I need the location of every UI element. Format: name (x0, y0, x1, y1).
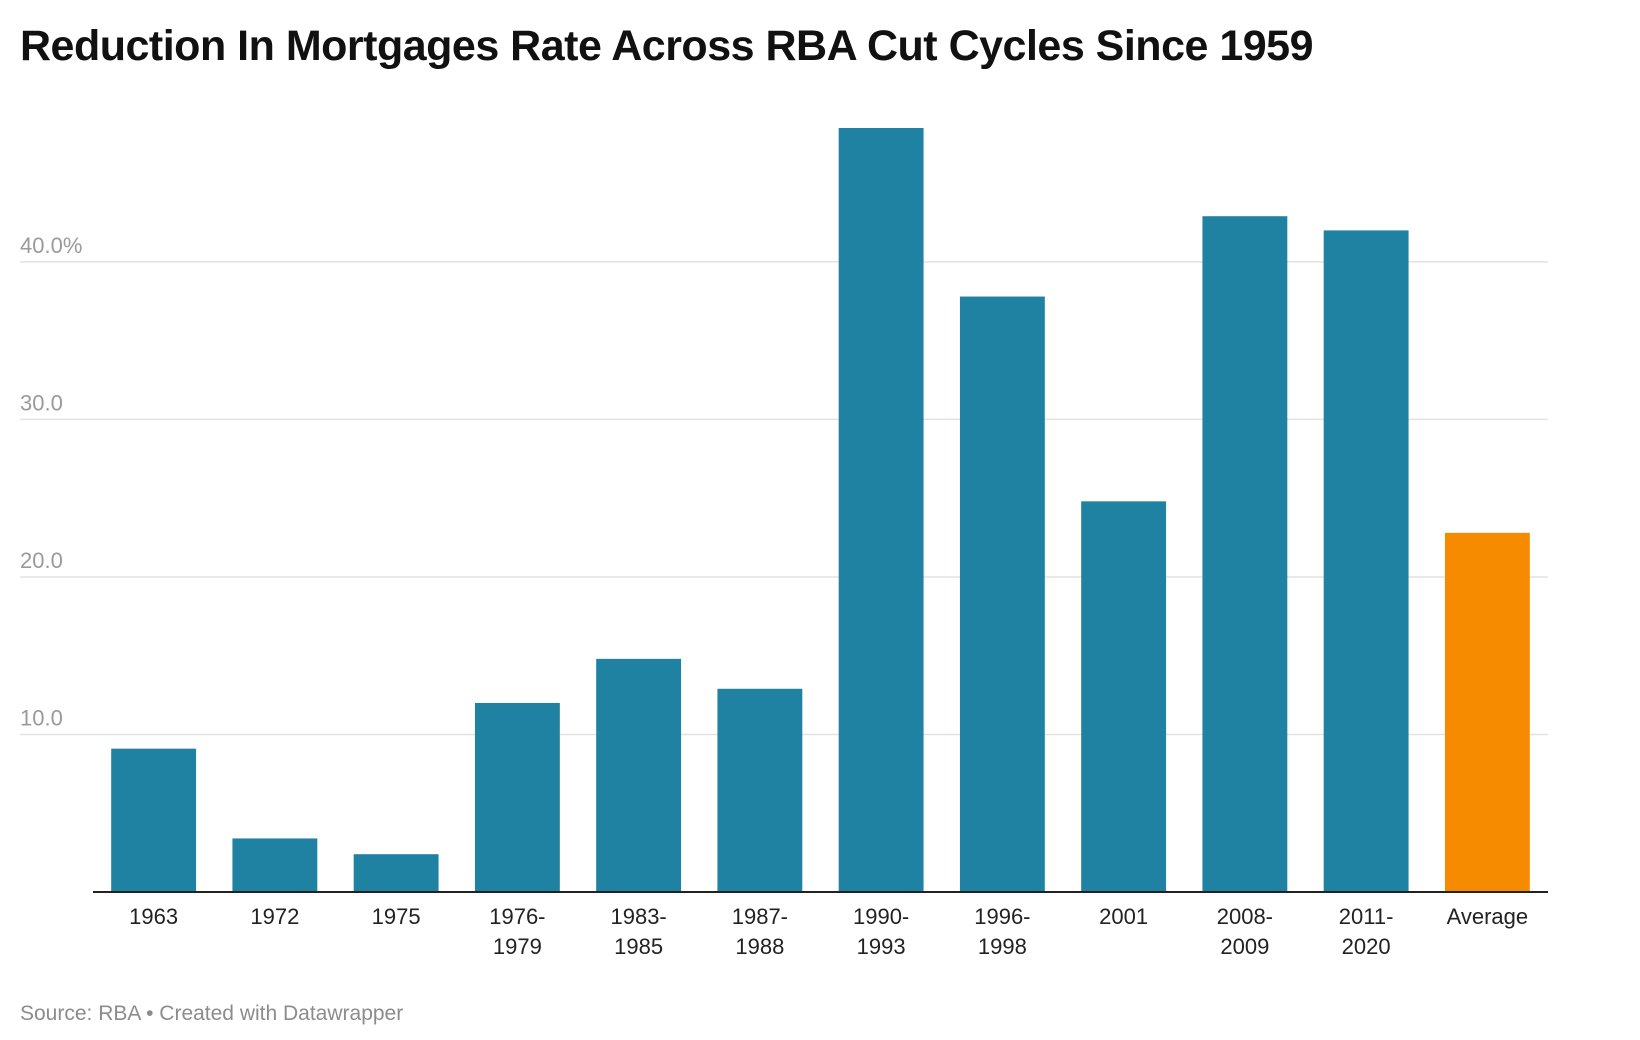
y-tick-label: 40.0% (20, 233, 82, 258)
x-tick-label-line: 1985 (614, 934, 663, 959)
chart-title: Reduction In Mortgages Rate Across RBA C… (20, 22, 1314, 70)
bar (1444, 532, 1530, 892)
x-tick-label-line: 1993 (857, 934, 906, 959)
x-tick-label: 1983- 1985 (610, 904, 666, 959)
x-tick-label-line: 1990- (853, 904, 909, 929)
y-tick-label: 20.0 (20, 548, 63, 573)
x-tick-label-line: 1983- (610, 904, 666, 929)
y-axis-ticks: 10.0 20.0 30.0 40.0% (20, 233, 82, 731)
x-tick-label-line: 1975 (372, 904, 421, 929)
x-tick-label-line: 1987- (732, 904, 788, 929)
x-tick-label-line: 1972 (250, 904, 299, 929)
bar (353, 854, 439, 892)
bars (111, 128, 1530, 893)
bar (1202, 216, 1288, 893)
x-tick-label-line: 1998 (978, 934, 1027, 959)
footer-separator: • (146, 1002, 154, 1025)
x-tick-label: 1990- 1993 (853, 904, 909, 959)
bar (474, 702, 560, 892)
credit-label: Created with Datawrapper (159, 1002, 404, 1025)
x-tick-label: 2011- 2020 (1339, 904, 1394, 959)
x-tick-label-line: 1963 (129, 904, 178, 929)
x-tick-label: 1972 (250, 904, 299, 929)
bar (1081, 501, 1167, 892)
x-tick-label-line: Average (1447, 904, 1529, 929)
x-tick-label: Average (1447, 904, 1529, 929)
x-tick-label-line: 1988 (735, 934, 784, 959)
x-tick-label: 1996- 1998 (974, 904, 1030, 959)
bar (959, 296, 1045, 892)
x-tick-label-line: 2009 (1220, 934, 1269, 959)
x-tick-label-line: 2011- (1339, 904, 1394, 929)
x-tick-label: 1976- 1979 (489, 904, 545, 959)
x-tick-label-line: 1976- (489, 904, 545, 929)
source-label: Source: RBA (20, 1002, 141, 1025)
bar (232, 838, 318, 892)
x-tick-label: 2001 (1099, 904, 1148, 929)
x-tick-label: 1975 (372, 904, 421, 929)
chart-footer: Source: RBA • Created with Datawrapper (20, 1002, 403, 1026)
x-axis-ticks: 1963 1972 1975 1976-19791983-19851987-19881… (129, 904, 1528, 959)
x-tick-label-line: 1996- (974, 904, 1030, 929)
x-tick-label-line: 2020 (1342, 934, 1391, 959)
x-tick-label-line: 2008- (1217, 904, 1273, 929)
x-tick-label-line: 1979 (493, 934, 542, 959)
x-tick-label: 2008- 2009 (1217, 904, 1273, 959)
y-tick-label: 30.0 (20, 390, 63, 415)
bar (717, 688, 803, 892)
bar (1323, 230, 1409, 893)
x-tick-label: 1963 (129, 904, 178, 929)
y-tick-label: 10.0 (20, 705, 63, 730)
bar (596, 658, 682, 892)
gridlines (20, 261, 1548, 736)
bar (838, 128, 924, 892)
x-tick-label: 1987- 1988 (732, 904, 788, 959)
x-tick-label-line: 2001 (1099, 904, 1148, 929)
bar (111, 748, 197, 892)
